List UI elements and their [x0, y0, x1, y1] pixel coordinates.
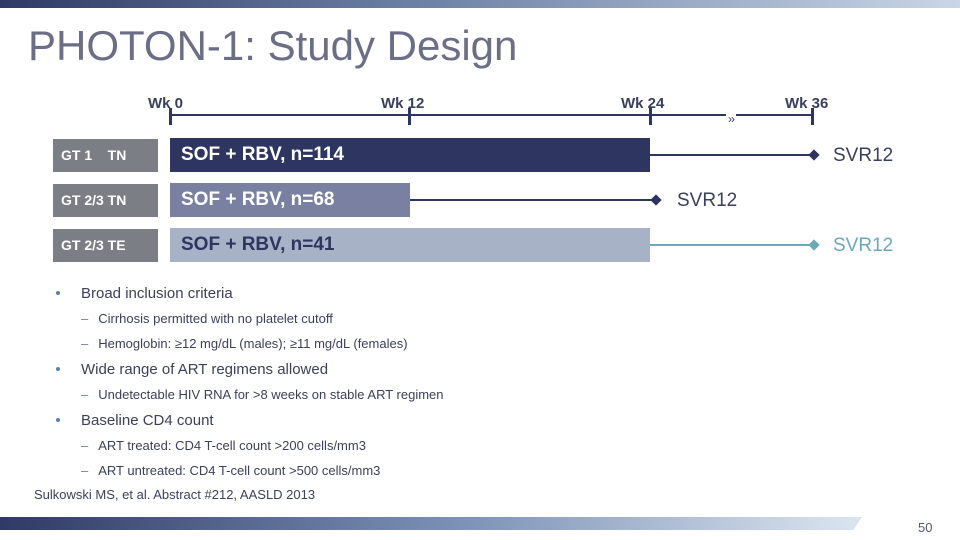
- treatment-bar: SOF + RBV, n=114: [170, 138, 650, 172]
- sub-bullet-item: – ART treated: CD4 T-cell count >200 cell…: [56, 438, 444, 453]
- endpoint-diamond: [808, 239, 820, 251]
- bullet-text: Wide range of ART regimens allowed: [81, 361, 329, 378]
- sub-bullet-item: – ART untreated: CD4 T-cell count >500 ce…: [56, 463, 444, 478]
- sub-bullet-text: Hemoglobin: ≥12 mg/dL (males); ≥11 mg/dL…: [98, 336, 408, 351]
- treatment-bar: SOF + RBV, n=68: [170, 183, 410, 217]
- sub-bullet-text: ART untreated: CD4 T-cell count >500 cel…: [98, 463, 381, 478]
- slide-title: PHOTON-1: Study Design: [28, 22, 518, 69]
- tick-wk36: [811, 108, 814, 125]
- week-label-36: Wk 36: [785, 95, 829, 112]
- group-label: GT 2/3 TE: [53, 229, 158, 262]
- dash-marker: –: [81, 311, 89, 326]
- endpoint-label: SVR12: [833, 145, 894, 166]
- top-decorative-band: [0, 0, 960, 8]
- sub-bullet-text: ART treated: CD4 T-cell count >200 cells…: [98, 438, 366, 453]
- timeline-axis: [170, 114, 813, 116]
- endpoint-label: SVR12: [677, 190, 738, 211]
- endpoint-label: SVR12: [833, 235, 894, 256]
- follow-up-line: [650, 244, 815, 246]
- follow-up-line: [650, 154, 815, 156]
- tick-wk0: [169, 108, 172, 125]
- sub-bullet-text: Cirrhosis permitted with no platelet cut…: [98, 311, 333, 326]
- dash-marker: –: [81, 438, 89, 453]
- axis-break-mark: ››: [726, 112, 736, 126]
- bullet-text: Broad inclusion criteria: [81, 285, 233, 302]
- citation: Sulkowski MS, et al. Abstract #212, AASL…: [34, 487, 316, 502]
- bullet-item: Broad inclusion criteria: [56, 285, 444, 302]
- dash-marker: –: [81, 463, 89, 478]
- tick-wk24: [649, 108, 652, 125]
- bullet-dot: [56, 291, 60, 295]
- bullet-item: Wide range of ART regimens allowed: [56, 361, 444, 378]
- bullet-text: Baseline CD4 count: [81, 412, 214, 429]
- bullet-item: Baseline CD4 count: [56, 412, 444, 429]
- dash-marker: –: [81, 387, 89, 402]
- sub-bullet-item: – Hemoglobin: ≥12 mg/dL (males); ≥11 mg/d…: [56, 336, 444, 351]
- week-label-0: Wk 0: [148, 95, 184, 112]
- week-label-24: Wk 24: [621, 95, 665, 112]
- sub-bullet-item: – Undetectable HIV RNA for >8 weeks on st…: [56, 387, 444, 402]
- sub-bullet-item: – Cirrhosis permitted with no platelet cu…: [56, 311, 444, 326]
- treatment-bar: SOF + RBV, n=41: [170, 228, 650, 262]
- group-label: GT 2/3 TN: [53, 184, 158, 217]
- follow-up-line: [410, 199, 656, 201]
- endpoint-diamond: [808, 149, 820, 161]
- group-label: GT 1 TN: [53, 139, 158, 172]
- week-label-12: Wk 12: [381, 95, 425, 112]
- criteria-bullet-list: Broad inclusion criteria – Cirrhosis perm…: [56, 285, 444, 488]
- tick-wk12: [408, 108, 411, 125]
- bottom-decorative-band: [0, 517, 862, 530]
- page-number: 50: [918, 520, 933, 535]
- bullet-dot: [56, 367, 60, 371]
- bullet-dot: [56, 418, 60, 422]
- endpoint-diamond: [650, 194, 662, 206]
- sub-bullet-text: Undetectable HIV RNA for >8 weeks on sta…: [98, 387, 444, 402]
- dash-marker: –: [81, 336, 89, 351]
